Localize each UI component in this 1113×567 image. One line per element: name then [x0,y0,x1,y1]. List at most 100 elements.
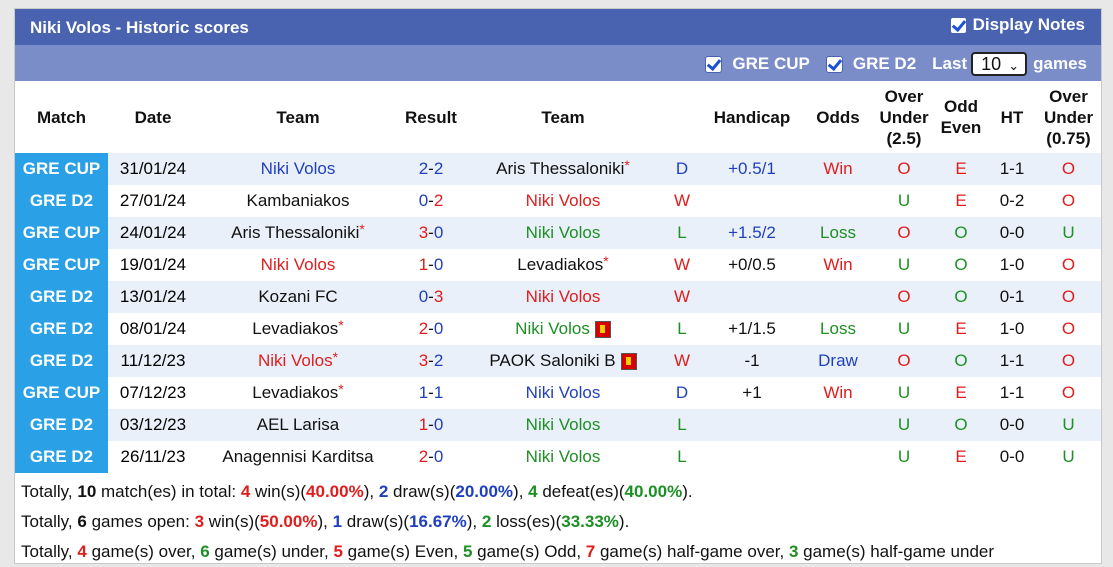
home-team-cell: Niki Volos * [198,345,398,377]
away-team-cell: Niki Volos [464,409,662,441]
away-team-name: Niki Volos [525,415,601,434]
score-cell: 0-3 [398,281,464,313]
header-date: Date [134,107,172,127]
over-under-2-5: U [897,255,911,274]
over-under-2-5: U [897,191,911,210]
totals-text: game(s) half-game over, [595,542,789,561]
display-notes-label: Display Notes [972,15,1085,34]
odds-outcome: Loss [820,223,856,242]
gre-d2-checkbox[interactable] [825,55,843,73]
totals-text: defeat(es)( [537,482,625,501]
totals-figure: 20.00% [455,482,514,501]
score-separator: - [428,319,434,338]
header-ou-line2: Under [879,107,929,127]
match-date: 13/01/24 [119,287,187,306]
totals-figure: 3 [788,542,799,561]
half-time-score: 1-1 [999,351,1025,370]
totals-figure: 4 [528,482,538,501]
gre-d2-label: GRE D2 [852,54,917,73]
over-under-0-75: U [1062,223,1075,242]
match-date: 07/12/23 [119,383,187,402]
filter-bar: GRE CUP GRE D2 Last 10 ⌄ games [15,45,1101,81]
table-row[interactable]: GRE CUP 19/01/24 Niki Volos 1-0 Levadiakos * W… [15,249,1101,281]
home-team-name: Levadiakos [252,383,339,402]
away-score: 0 [433,255,444,274]
header-over-under-2-5: Over Under (2.5) [874,81,934,153]
totals-text: Totally, [21,482,78,501]
totals-figure: 16.67% [409,512,467,531]
half-time-score: 1-1 [999,383,1025,402]
handicap-value [702,441,802,473]
score-cell: 2-0 [398,441,464,473]
table-row[interactable]: GRE D2 13/01/24 Kozani FC 0-3 Niki Volos W O O 0… [15,281,1101,313]
score-separator: - [428,287,434,306]
totals-text: game(s) half-game under [798,542,995,561]
totals-figure: 4 [77,542,87,561]
table-row[interactable]: GRE CUP 24/01/24 Aris Thessaloniki * 3-0 Niki… [15,217,1101,249]
away-team-name: Levadiakos [517,255,604,274]
table-row[interactable]: GRE CUP 31/01/24 Niki Volos 2-2 Aris Thessal… [15,153,1101,185]
table-row[interactable]: GRE D2 11/12/23 Niki Volos * 3-2 PAOK Salonik… [15,345,1101,377]
odds-outcome: Draw [818,351,858,370]
over-under-2-5: U [897,383,911,402]
away-team-cell: Niki Volos [464,217,662,249]
display-notes-toggle[interactable]: Display Notes [949,15,1085,35]
totals-summary: Totally, 10 match(es) in total: 4 win(s)… [21,477,994,567]
away-team-name: Niki Volos [525,287,601,306]
score-separator: - [428,159,434,178]
totals-text: win(s)( [204,512,260,531]
half-time-score: 1-0 [999,319,1025,338]
totals-figure: 3 [194,512,205,531]
away-team-name: Niki Volos [515,319,590,338]
home-score: 1 [418,383,429,402]
over-under-2-5: U [897,319,911,338]
odds-outcome [802,281,874,313]
over-under-0-75: O [1061,255,1076,274]
score-separator: - [428,223,434,242]
competition-badge: GRE CUP [15,217,108,249]
home-score: 3 [418,351,429,370]
games-count-select[interactable]: 10 ⌄ [971,52,1028,76]
score-cell: 1-0 [398,249,464,281]
table-row[interactable]: GRE D2 08/01/24 Levadiakos * 2-0 Niki Volos L +… [15,313,1101,345]
away-score: 2 [433,351,444,370]
odds-outcome [802,185,874,217]
table-row[interactable]: GRE D2 27/01/24 Kambaniakos 0-2 Niki Volos W U… [15,185,1101,217]
header-oe-line2: Even [940,118,982,137]
competition-badge: GRE CUP [15,249,108,281]
away-score: 3 [433,287,444,306]
handicap-value: -1 [744,351,760,370]
table-row[interactable]: GRE D2 26/11/23 Anagennisi Karditsa 2-0 Niki… [15,441,1101,473]
table-row[interactable]: GRE CUP 07/12/23 Levadiakos * 1-1 Niki Volos D… [15,377,1101,409]
home-score: 0 [418,287,429,306]
competition-badge: GRE D2 [15,185,108,217]
odd-even: O [954,223,968,242]
totals-line-open-games: Totally, 6 games open: 3 win(s)(50.00%),… [21,507,994,537]
totals-text: game(s) Even, [342,542,463,561]
odd-even: O [954,255,968,274]
odds-outcome: Loss [820,319,856,338]
away-team-name: Niki Volos [525,447,601,466]
match-date: 27/01/24 [119,191,187,210]
odds-outcome: Win [823,159,853,178]
home-team-name: Kambaniakos [246,191,350,210]
score-cell: 3-2 [398,345,464,377]
games-label: games [1033,54,1087,73]
over-under-0-75: O [1061,287,1076,306]
over-under-0-75: O [1061,351,1076,370]
over-under-0-75: O [1061,159,1076,178]
match-date: 03/12/23 [119,415,187,434]
home-team-cell: AEL Larisa [198,409,398,441]
header-away-team: Team [541,107,585,127]
odds-outcome: Win [823,383,853,402]
table-row[interactable]: GRE D2 03/12/23 AEL Larisa 1-0 Niki Volos L U O… [15,409,1101,441]
handicap-value: +1 [742,383,762,402]
over-under-0-75: O [1061,383,1076,402]
result-letter: W [673,287,691,306]
score-separator: - [428,351,434,370]
odds-outcome [802,441,874,473]
gre-cup-checkbox[interactable] [705,55,723,73]
away-score: 0 [433,447,444,466]
chevron-down-icon: ⌄ [1008,58,1020,73]
display-notes-checkbox[interactable] [949,16,967,34]
